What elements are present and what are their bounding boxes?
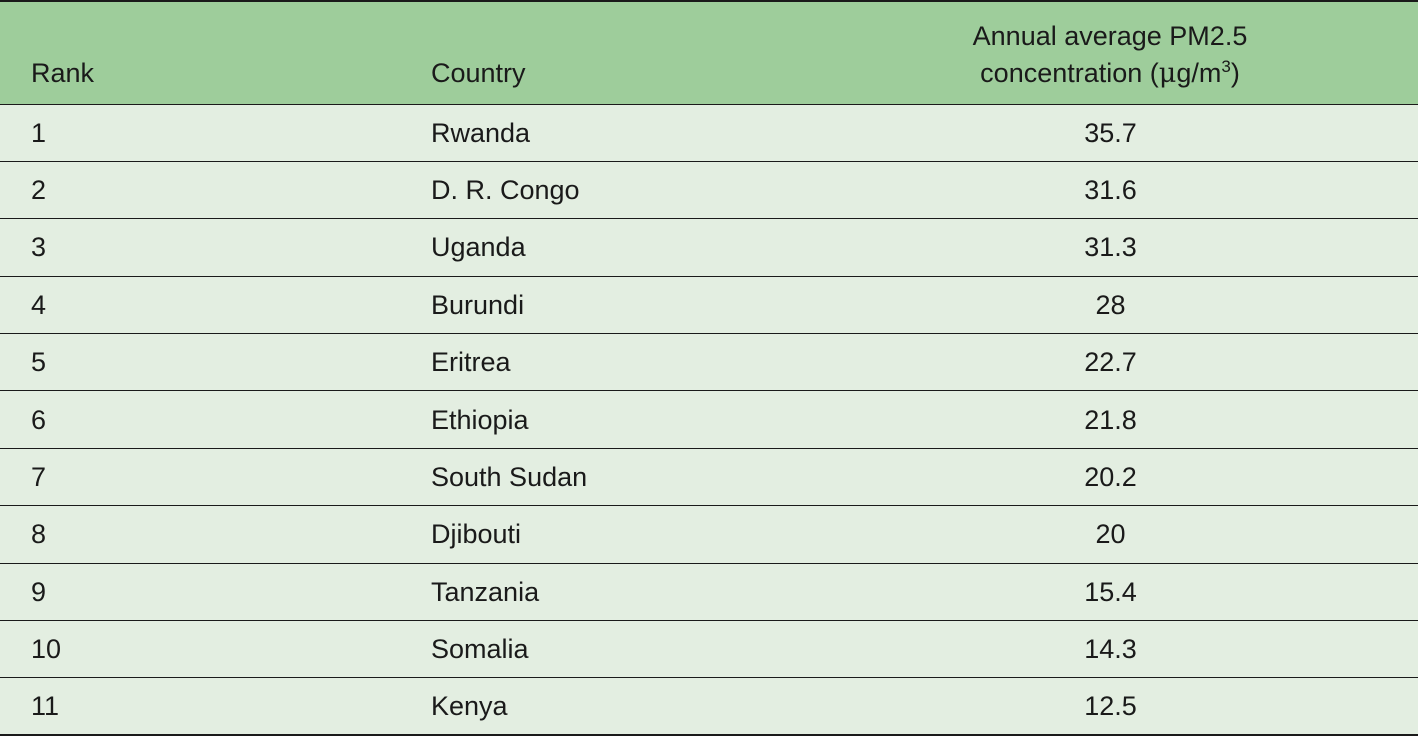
- header-country: Country: [400, 0, 900, 105]
- table-row: 6 Ethiopia 21.8: [0, 390, 1418, 449]
- cell-pm25-value: 35.7: [900, 104, 1418, 162]
- header-pm25-line2-prefix: concentration (: [980, 57, 1159, 88]
- cell-country: Rwanda: [400, 104, 900, 162]
- cell-rank: 10: [0, 620, 400, 679]
- cell-pm25-value: 22.7: [900, 333, 1418, 392]
- table-row: 8 Djibouti 20: [0, 505, 1418, 564]
- cell-pm25-value: 20: [900, 505, 1418, 564]
- cell-pm25-value: 20.2: [900, 448, 1418, 507]
- table-header: Rank Country Annual average PM2.5 concent…: [0, 0, 1418, 105]
- cell-country: Eritrea: [400, 333, 900, 392]
- header-pm25-concentration: Annual average PM2.5 concentration (μg/m3…: [900, 0, 1418, 105]
- cell-rank: 4: [0, 276, 400, 335]
- cell-country: Kenya: [400, 677, 900, 737]
- header-row: Rank Country Annual average PM2.5 concent…: [0, 0, 1418, 105]
- header-unit-exponent: 3: [1221, 56, 1231, 76]
- table-row: 9 Tanzania 15.4: [0, 563, 1418, 622]
- cell-country: D. R. Congo: [400, 161, 900, 220]
- cell-pm25-value: 31.3: [900, 218, 1418, 277]
- cell-country: Somalia: [400, 620, 900, 679]
- header-unit-rest: g/m: [1176, 57, 1222, 88]
- cell-rank: 3: [0, 218, 400, 277]
- cell-pm25-value: 21.8: [900, 390, 1418, 449]
- cell-rank: 11: [0, 677, 400, 737]
- cell-rank: 8: [0, 505, 400, 564]
- header-rank: Rank: [0, 0, 400, 105]
- cell-pm25-value: 31.6: [900, 161, 1418, 220]
- table-row: 3 Uganda 31.3: [0, 218, 1418, 277]
- cell-pm25-value: 15.4: [900, 563, 1418, 622]
- cell-country: Burundi: [400, 276, 900, 335]
- table-row: 10 Somalia 14.3: [0, 620, 1418, 679]
- table-row: 11 Kenya 12.5: [0, 677, 1418, 737]
- cell-rank: 9: [0, 563, 400, 622]
- cell-rank: 2: [0, 161, 400, 220]
- table-row: 2 D. R. Congo 31.6: [0, 161, 1418, 220]
- table-row: 5 Eritrea 22.7: [0, 333, 1418, 392]
- cell-country: Djibouti: [400, 505, 900, 564]
- cell-country: Ethiopia: [400, 390, 900, 449]
- cell-pm25-value: 14.3: [900, 620, 1418, 679]
- header-pm25-line2-suffix: ): [1230, 57, 1240, 88]
- cell-rank: 6: [0, 390, 400, 449]
- table-row: 4 Burundi 28: [0, 276, 1418, 335]
- header-unit-mu: μ: [1158, 57, 1177, 89]
- cell-pm25-value: 12.5: [900, 677, 1418, 737]
- cell-rank: 5: [0, 333, 400, 392]
- cell-rank: 1: [0, 104, 400, 162]
- cell-pm25-value: 28: [900, 276, 1418, 335]
- cell-country: South Sudan: [400, 448, 900, 507]
- cell-rank: 7: [0, 448, 400, 507]
- table-row: 7 South Sudan 20.2: [0, 448, 1418, 507]
- cell-country: Uganda: [400, 218, 900, 277]
- table-body: 1 Rwanda 35.7 2 D. R. Congo 31.6 3 Ugand…: [0, 104, 1418, 737]
- cell-country: Tanzania: [400, 563, 900, 622]
- header-pm25-line1: Annual average PM2.5: [972, 20, 1248, 51]
- table-row: 1 Rwanda 35.7: [0, 104, 1418, 162]
